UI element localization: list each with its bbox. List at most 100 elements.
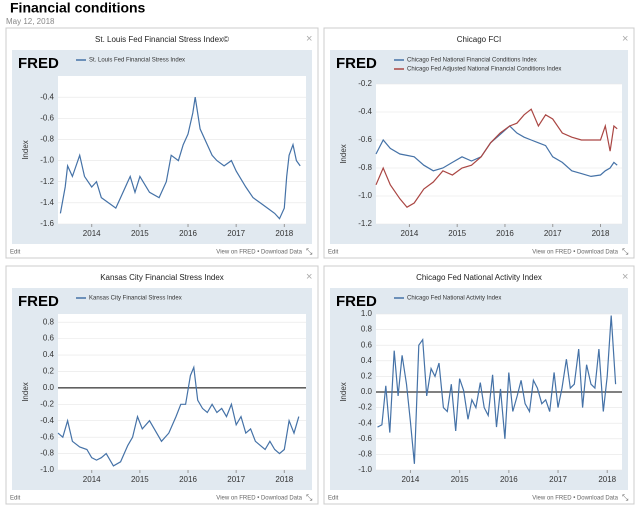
fred-logo: FRED bbox=[336, 55, 377, 72]
legend-label: Kansas City Financial Stress Index bbox=[89, 296, 182, 302]
legend-label: Chicago Fed Adjusted National Financial … bbox=[407, 67, 561, 73]
y-tick-label: -0.6 bbox=[40, 113, 54, 122]
page-title: Financial conditions bbox=[10, 0, 146, 16]
fred-links[interactable]: View on FRED • Download Data bbox=[532, 496, 618, 502]
y-tick-label: -0.4 bbox=[40, 416, 54, 425]
chart-panel: Chicago FCI × FRED Chicago Fed National Fin… bbox=[323, 27, 635, 259]
resize-icon: ⤡ bbox=[622, 247, 629, 256]
y-tick-label: -0.8 bbox=[358, 163, 372, 172]
y-tick-label: -1.6 bbox=[40, 219, 54, 228]
resize-icon: ⤡ bbox=[306, 247, 313, 256]
fred-logo: FRED bbox=[336, 293, 377, 310]
fred-links[interactable]: View on FRED • Download Data bbox=[532, 250, 618, 256]
y-tick-label: 0.4 bbox=[43, 350, 55, 359]
chart-title: Kansas City Financial Stress Index bbox=[100, 273, 224, 282]
y-tick-label: -1.2 bbox=[358, 219, 372, 228]
y-tick-label: 0.0 bbox=[43, 383, 55, 392]
chart-panel: Chicago Fed National Activity Index × FRED… bbox=[323, 265, 635, 505]
edit-link[interactable]: Edit bbox=[10, 496, 21, 502]
x-tick-label: 2017 bbox=[549, 475, 567, 484]
x-tick-label: 2018 bbox=[592, 229, 610, 238]
x-tick-label: 2018 bbox=[598, 475, 616, 484]
y-axis-label: Index bbox=[21, 140, 30, 160]
page-date: May 12, 2018 bbox=[6, 17, 55, 26]
y-tick-label: 1.0 bbox=[361, 309, 373, 318]
y-tick-label: 0.6 bbox=[361, 340, 373, 349]
y-axis-label: Index bbox=[339, 382, 348, 402]
x-tick-label: 2015 bbox=[131, 229, 149, 238]
y-tick-label: -1.0 bbox=[358, 465, 372, 474]
close-button[interactable]: × bbox=[622, 33, 628, 45]
x-tick-label: 2018 bbox=[275, 229, 293, 238]
y-tick-label: -1.0 bbox=[358, 191, 372, 200]
chart-title: Chicago FCI bbox=[457, 35, 501, 44]
x-tick-label: 2016 bbox=[500, 475, 518, 484]
y-tick-label: 0.2 bbox=[43, 367, 55, 376]
data-line bbox=[57, 365, 300, 467]
y-tick-label: -0.4 bbox=[358, 418, 372, 427]
x-tick-label: 2015 bbox=[131, 475, 149, 484]
plot-area bbox=[58, 314, 306, 470]
data-line bbox=[59, 97, 301, 220]
fred-links[interactable]: View on FRED • Download Data bbox=[216, 496, 302, 502]
close-button[interactable]: × bbox=[306, 271, 312, 283]
y-axis-label: Index bbox=[339, 144, 348, 164]
fred-logo: FRED bbox=[18, 293, 59, 310]
resize-icon: ⤡ bbox=[306, 493, 313, 502]
y-tick-label: -0.8 bbox=[358, 450, 372, 459]
x-tick-label: 2014 bbox=[401, 229, 419, 238]
data-line bbox=[375, 108, 618, 208]
legend-label: Chicago Fed National Activity Index bbox=[407, 296, 501, 302]
y-tick-label: -0.4 bbox=[40, 92, 54, 101]
y-tick-label: -0.8 bbox=[40, 135, 54, 144]
x-tick-label: 2017 bbox=[227, 229, 245, 238]
data-line bbox=[377, 315, 617, 464]
y-tick-label: -0.8 bbox=[40, 449, 54, 458]
x-tick-label: 2018 bbox=[275, 475, 293, 484]
legend-label: Chicago Fed National Financial Condition… bbox=[407, 58, 537, 64]
y-tick-label: -0.4 bbox=[358, 107, 372, 116]
y-tick-label: -1.2 bbox=[40, 177, 54, 186]
y-tick-label: -1.0 bbox=[40, 156, 54, 165]
chart-title: St. Louis Fed Financial Stress Index© bbox=[95, 35, 229, 44]
edit-link[interactable]: Edit bbox=[10, 250, 21, 256]
x-tick-label: 2016 bbox=[496, 229, 514, 238]
y-tick-label: -0.2 bbox=[358, 403, 372, 412]
y-tick-label: 0.8 bbox=[43, 317, 55, 326]
y-tick-label: -0.2 bbox=[40, 399, 54, 408]
y-tick-label: -1.4 bbox=[40, 198, 54, 207]
y-tick-label: -0.6 bbox=[358, 135, 372, 144]
fred-links[interactable]: View on FRED • Download Data bbox=[216, 250, 302, 256]
edit-link[interactable]: Edit bbox=[328, 250, 339, 256]
chart-panel: Kansas City Financial Stress Index × FRED K… bbox=[5, 265, 319, 505]
x-tick-label: 2014 bbox=[83, 229, 101, 238]
x-tick-label: 2016 bbox=[179, 475, 197, 484]
y-tick-label: 0.0 bbox=[361, 387, 373, 396]
x-tick-label: 2016 bbox=[179, 229, 197, 238]
y-tick-label: 0.2 bbox=[361, 372, 373, 381]
x-tick-label: 2015 bbox=[451, 475, 469, 484]
y-tick-label: -0.6 bbox=[358, 434, 372, 443]
x-tick-label: 2017 bbox=[544, 229, 562, 238]
chart-panel: St. Louis Fed Financial Stress Index© × FR… bbox=[5, 27, 319, 259]
y-tick-label: 0.8 bbox=[361, 325, 373, 334]
close-button[interactable]: × bbox=[622, 271, 628, 283]
edit-link[interactable]: Edit bbox=[328, 496, 339, 502]
plot-area bbox=[376, 84, 622, 224]
y-axis-label: Index bbox=[21, 382, 30, 402]
x-tick-label: 2015 bbox=[448, 229, 466, 238]
y-tick-label: -0.2 bbox=[358, 79, 372, 88]
legend-label: St. Louis Fed Financial Stress Index bbox=[89, 58, 185, 64]
x-tick-label: 2014 bbox=[402, 475, 420, 484]
x-tick-label: 2017 bbox=[227, 475, 245, 484]
y-tick-label: 0.4 bbox=[361, 356, 373, 365]
chart-title: Chicago Fed National Activity Index bbox=[416, 273, 542, 282]
close-button[interactable]: × bbox=[306, 33, 312, 45]
resize-icon: ⤡ bbox=[622, 493, 629, 502]
y-tick-label: -1.0 bbox=[40, 465, 54, 474]
y-tick-label: 0.6 bbox=[43, 334, 55, 343]
y-tick-label: -0.6 bbox=[40, 432, 54, 441]
x-tick-label: 2014 bbox=[83, 475, 101, 484]
fred-logo: FRED bbox=[18, 55, 59, 72]
